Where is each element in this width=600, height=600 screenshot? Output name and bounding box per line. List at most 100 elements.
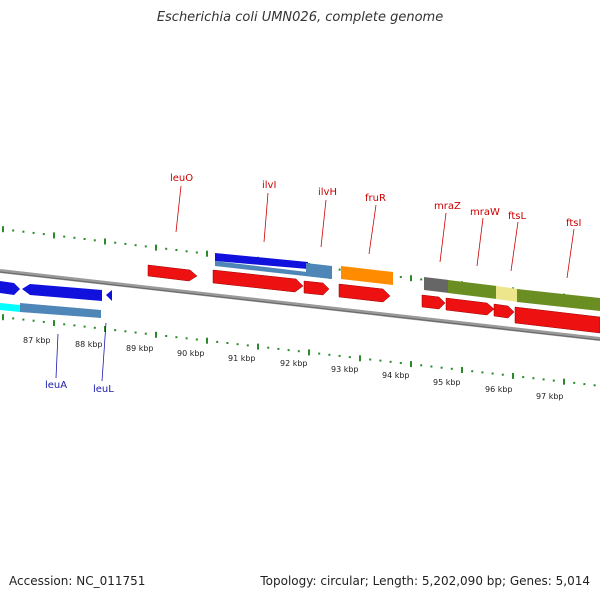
mraZ-gene-bar[interactable]	[424, 277, 449, 293]
ilvI-gene-bar[interactable]	[215, 253, 308, 269]
inner-tick	[12, 317, 15, 320]
inner-tick	[308, 349, 310, 356]
outer-tick	[195, 251, 198, 254]
outer-tick	[175, 249, 178, 251]
inner-tick	[175, 336, 178, 339]
ilvI-cds-arrow[interactable]	[212, 269, 304, 293]
ftsI-cds-arrow[interactable]	[514, 306, 600, 334]
ftsI-gene-bar[interactable]	[517, 289, 600, 311]
inner-tick	[430, 365, 433, 368]
gene-label-mraW[interactable]: mraW	[470, 207, 500, 218]
outer-tick	[134, 244, 137, 247]
inner-tick	[532, 377, 535, 380]
scale-label-92kbp: 92 kbp	[280, 359, 308, 368]
feature-track-bottom	[0, 281, 112, 318]
outer-tick	[144, 245, 147, 248]
inner-tick	[399, 362, 402, 364]
outer-tick	[185, 250, 188, 253]
leuO-cds-arrow[interactable]	[147, 264, 198, 282]
inner-tick	[257, 343, 259, 350]
leu-cyan-strip[interactable]	[0, 303, 20, 312]
scale-label-89kbp: 89 kbp	[126, 344, 154, 353]
inner-tick	[359, 355, 361, 362]
inner-tick	[114, 329, 117, 332]
gene-label-ilvH[interactable]: ilvH	[318, 187, 337, 198]
scale-label-88kbp: 88 kbp	[75, 340, 103, 349]
scale-label-91kbp: 91 kbp	[228, 354, 256, 363]
outer-tick	[338, 268, 341, 271]
inner-tick	[195, 338, 198, 341]
leu-blue-arrow-left[interactable]	[0, 281, 20, 295]
inner-tick	[481, 371, 484, 374]
inner-tick	[236, 343, 239, 346]
inner-tick	[144, 332, 147, 335]
outer-tick	[83, 238, 86, 240]
ilvH-steelblue-block[interactable]	[306, 263, 332, 279]
inner-tick	[134, 331, 137, 334]
inner-tick	[53, 320, 55, 327]
scale-label-90kbp: 90 kbp	[177, 349, 205, 358]
inner-tick	[246, 344, 249, 347]
gene-label-ftsL[interactable]: ftsL	[508, 211, 526, 222]
gene-label-mraZ[interactable]: mraZ	[434, 201, 461, 212]
ftsL-gene-bar[interactable]	[496, 286, 518, 302]
inner-tick	[124, 330, 127, 333]
ftsL-cds-arrow[interactable]	[493, 303, 515, 319]
mraW-cds-arrow[interactable]	[445, 297, 495, 316]
inner-tick	[461, 367, 463, 373]
outer-tick	[32, 231, 35, 234]
inner-tick	[32, 319, 35, 322]
outer-tick	[42, 233, 45, 236]
gene-label-ftsI[interactable]: ftsI	[566, 218, 581, 229]
outer-tick	[73, 236, 76, 239]
inner-tick	[93, 326, 96, 329]
inner-tick	[328, 353, 331, 356]
outer-tick	[22, 230, 25, 233]
mraW-gene-bar[interactable]	[448, 280, 497, 299]
inner-tick	[491, 372, 494, 375]
inner-tick	[389, 360, 392, 363]
inner-tick	[83, 325, 86, 328]
map-title: Escherichia coli UMN026, complete genome	[156, 10, 444, 25]
outer-tick	[93, 239, 96, 242]
leader-lines-bottom	[55, 322, 107, 382]
scale-label-93kbp: 93 kbp	[331, 365, 359, 374]
inner-tick	[297, 350, 300, 353]
scale-labels: 87 kbp 88 kbp 89 kbp 90 kbp 91 kbp 92 kb…	[23, 336, 564, 401]
outer-tick	[410, 275, 412, 282]
gene-label-leuO[interactable]: leuO	[170, 173, 193, 184]
scale-label-95kbp: 95 kbp	[433, 378, 461, 387]
gene-label-leuL[interactable]: leuL	[93, 384, 114, 395]
inner-tick	[450, 367, 453, 370]
inner-tick	[338, 354, 341, 357]
mraZ-cds-arrow[interactable]	[421, 294, 446, 310]
ilvIH-steelblue-bar[interactable]	[215, 261, 332, 279]
outer-tick	[124, 242, 127, 245]
inner-tick	[440, 366, 443, 369]
ilvH-cds-arrow[interactable]	[303, 280, 330, 296]
inner-tick	[22, 318, 25, 321]
outer-tick	[2, 226, 4, 233]
gene-label-leuA[interactable]: leuA	[45, 380, 67, 391]
fruR-cds-arrow[interactable]	[338, 283, 391, 303]
leuA-blue-arrow[interactable]	[22, 284, 102, 301]
fruR-gene-bar[interactable]	[341, 266, 393, 285]
inner-tick	[379, 359, 382, 362]
inner-tick	[542, 378, 545, 381]
gene-label-fruR[interactable]: fruR	[365, 193, 386, 204]
outer-tick	[12, 229, 15, 232]
leu-steelblue-strip[interactable]	[20, 303, 101, 318]
inner-tick	[216, 340, 219, 343]
inner-tick-track	[2, 314, 596, 387]
leuL-blue-marker[interactable]	[106, 290, 112, 301]
inner-tick	[593, 384, 596, 387]
inner-tick	[583, 383, 586, 386]
inner-tick	[185, 337, 188, 340]
inner-tick	[73, 324, 76, 327]
inner-tick	[552, 379, 555, 382]
outer-tick	[114, 241, 117, 244]
inner-tick	[471, 370, 474, 373]
inner-tick	[369, 358, 372, 361]
gene-label-ilvI[interactable]: ilvI	[262, 180, 276, 191]
